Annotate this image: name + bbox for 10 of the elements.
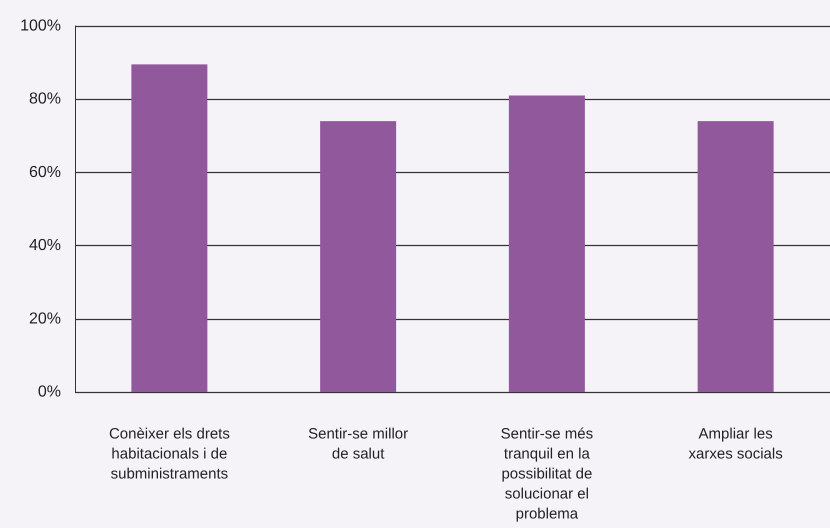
y-tick-label: 100%	[20, 18, 61, 34]
x-tick-label: Sentir-se millor de salut	[308, 426, 408, 462]
y-tick-label: 0%	[38, 384, 61, 400]
y-tick-label: 60%	[28, 164, 61, 181]
y-tick-label: 40%	[28, 237, 61, 254]
y-tick-label: 80%	[28, 90, 61, 108]
x-tick-label: Sentir-se més tranquil en la possibilitat de solucionar el problema	[500, 426, 594, 522]
x-tick-label: Conèixer els drets habitacionals i de subministraments	[108, 426, 230, 482]
x-tick-label: Ampliar les xarxes socials	[688, 426, 783, 462]
y-tick-label: 20%	[28, 310, 61, 328]
